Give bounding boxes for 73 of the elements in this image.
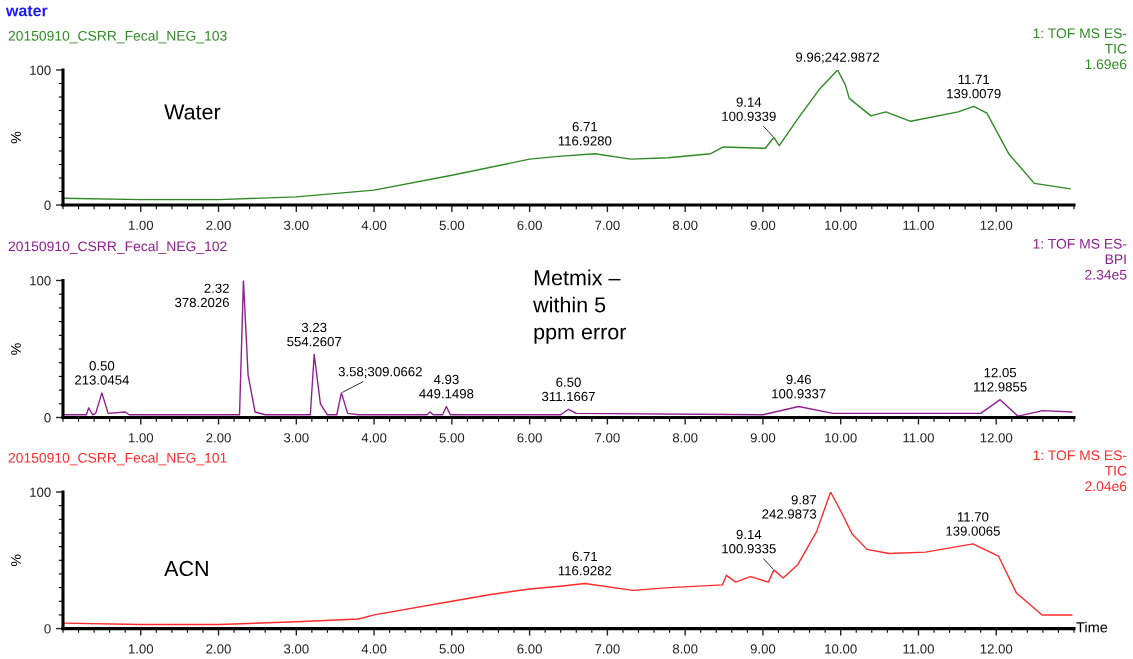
y-tick-label: 100 bbox=[30, 65, 51, 75]
text: 1: TOF MS ES- TIC 1.69e6 bbox=[1033, 28, 1127, 70]
x-axis-title: Time bbox=[1076, 621, 1108, 633]
x-tick-label: 6.00 bbox=[517, 433, 542, 443]
x-tick-label: 1.00 bbox=[128, 433, 154, 443]
x-tick-label: 3.00 bbox=[283, 220, 309, 230]
y-axis-title: % bbox=[11, 131, 21, 144]
x-tick-label: 9.00 bbox=[750, 433, 776, 443]
x-tick-label: 10.00 bbox=[825, 433, 857, 443]
annotation: Water bbox=[164, 104, 221, 120]
y-axis-title: % bbox=[11, 343, 21, 355]
x-tick-label: 12.00 bbox=[980, 644, 1013, 654]
annotation: ACN bbox=[164, 560, 208, 577]
annotation: 3.23 554.2607 bbox=[287, 322, 342, 347]
annotation: Metmix – within 5 ppm error bbox=[533, 269, 627, 344]
annotation: 9.46 100.9337 bbox=[772, 374, 826, 399]
x-tick-label: 1.00 bbox=[128, 644, 154, 654]
x-tick-label: 5.00 bbox=[439, 433, 465, 443]
annotation: 9.14 100.9339 bbox=[722, 97, 776, 121]
x-tick-label: 10.00 bbox=[825, 644, 857, 654]
annotation: 11.71 139.0079 bbox=[947, 74, 1001, 99]
annotation: 6.71 116.9282 bbox=[558, 551, 612, 576]
annotation: 2.32 378.2026 bbox=[175, 283, 229, 308]
x-tick-label: 4.00 bbox=[361, 220, 387, 230]
annotation: 6.50 311.1667 bbox=[541, 377, 595, 402]
x-tick-label: 3.00 bbox=[283, 433, 309, 443]
x-tick-label: 2.00 bbox=[206, 433, 231, 443]
x-tick-label: 6.00 bbox=[517, 644, 542, 654]
annotation: 6.71 116.9280 bbox=[558, 121, 612, 146]
x-tick-label: 9.00 bbox=[750, 220, 776, 230]
x-tick-label: 1.00 bbox=[128, 220, 154, 230]
x-tick-label: 7.00 bbox=[595, 433, 620, 443]
annotation: 12.05 112.9855 bbox=[974, 367, 1027, 392]
x-tick-label: 7.00 bbox=[595, 220, 620, 230]
x-tick-label: 5.00 bbox=[439, 644, 465, 654]
x-tick-label: 7.00 bbox=[595, 644, 620, 654]
x-tick-label: 5.00 bbox=[439, 220, 465, 230]
x-tick-label: 2.00 bbox=[206, 220, 231, 230]
text: 1: TOF MS ES- TIC 2.04e6 bbox=[1033, 450, 1127, 492]
x-tick-label: 2.00 bbox=[206, 644, 231, 654]
x-tick-label: 8.00 bbox=[672, 644, 698, 654]
annotation: 9.96;242.9872 bbox=[796, 52, 880, 64]
x-tick-label: 12.00 bbox=[980, 220, 1013, 230]
annotation: 9.14 100.9335 bbox=[722, 529, 776, 554]
x-tick-label: 10.00 bbox=[825, 220, 857, 230]
y-tick-label: 100 bbox=[30, 276, 51, 286]
y-tick-label: 0 bbox=[44, 624, 51, 634]
x-tick-label: 8.00 bbox=[672, 220, 698, 230]
y-tick-label: 100 bbox=[30, 487, 51, 497]
x-tick-label: 12.00 bbox=[980, 433, 1013, 443]
annotation: 9.87 242.9873 bbox=[762, 495, 817, 519]
annotation: 11.70 139.0065 bbox=[946, 512, 1000, 536]
annotation: 3.58;309.0662 bbox=[338, 367, 422, 378]
x-tick-label: 11.00 bbox=[903, 644, 934, 654]
text: 1: TOF MS ES- BPI 2.34e5 bbox=[1033, 238, 1127, 280]
x-tick-label: 9.00 bbox=[750, 644, 776, 654]
y-tick-label: 0 bbox=[44, 200, 51, 210]
x-tick-label: 4.00 bbox=[361, 644, 387, 654]
y-tick-label: 0 bbox=[44, 413, 51, 423]
chart-title: water bbox=[5, 5, 48, 17]
x-tick-label: 3.00 bbox=[283, 644, 309, 654]
y-axis-title: % bbox=[11, 554, 21, 566]
x-tick-label: 11.00 bbox=[903, 433, 934, 443]
x-tick-label: 4.00 bbox=[361, 433, 387, 443]
x-tick-label: 6.00 bbox=[517, 220, 542, 230]
x-tick-label: 8.00 bbox=[672, 433, 698, 443]
annotation: 0.50 213.0454 bbox=[75, 361, 130, 385]
line-series bbox=[63, 70, 1071, 201]
chart-subtitle: 20150910_CSRR_Fecal_NEG_101 bbox=[8, 452, 227, 466]
line-series bbox=[63, 492, 1073, 626]
chart-subtitle: 20150910_CSRR_Fecal_NEG_102 bbox=[8, 241, 227, 254]
chart-subtitle: 20150910_CSRR_Fecal_NEG_103 bbox=[8, 30, 227, 44]
x-tick-label: 11.00 bbox=[903, 220, 934, 230]
